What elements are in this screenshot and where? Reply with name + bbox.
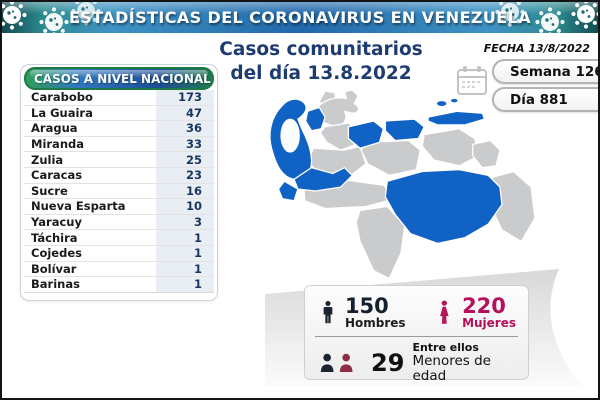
state-value: 1 <box>156 277 214 292</box>
table-row: Sucre 16 <box>24 183 214 200</box>
women-label: Mujeres <box>462 316 516 331</box>
state-name: Nueva Esparta <box>31 199 126 214</box>
state-value: 25 <box>156 152 214 167</box>
state-value: 1 <box>156 261 214 277</box>
minors-count: 29 <box>371 348 405 377</box>
header-banner: ESTADÍSTICAS DEL CORONAVIRUS EN VENEZUEL… <box>2 2 598 33</box>
page-title-line1: Casos comunitarios <box>219 39 423 60</box>
state-name: Miranda <box>31 137 84 152</box>
state-value: 23 <box>156 167 214 183</box>
state-bolivar <box>384 168 503 245</box>
men-label: Hombres <box>344 316 406 331</box>
date-label: FECHA 13/8/2022 <box>483 42 590 55</box>
state-name: La Guaira <box>31 105 93 120</box>
table-row: Táchira 1 <box>24 230 214 246</box>
state-name: Caracas <box>31 168 83 183</box>
state-value: 1 <box>156 230 214 245</box>
state-value: 173 <box>156 90 214 105</box>
page-title-line2: del día 13.8.2022 <box>230 63 412 85</box>
state-nueva-esparta <box>449 97 459 104</box>
table-row: Caracas 23 <box>24 167 214 184</box>
state-name: Barinas <box>31 277 80 292</box>
men-stat: 150 Hombres <box>345 295 406 330</box>
calendar-icon <box>457 66 487 95</box>
week-badge-label: Semana 126 <box>510 63 600 80</box>
table-row: Nueva Esparta 10 <box>24 199 214 215</box>
week-badge: Semana 126 <box>492 59 600 84</box>
cases-table-header: CASOS A NIVEL NACIONAL (370) <box>24 67 214 90</box>
state-name: Cojedes <box>31 246 82 261</box>
minors-label-top: Entre ellos <box>412 341 479 354</box>
venezuela-map <box>269 89 536 280</box>
state-carabobo-aragua-yaracuy <box>347 120 385 149</box>
lake-maracaibo <box>280 118 300 153</box>
state-sucre <box>427 110 486 126</box>
woman-icon <box>440 300 450 324</box>
table-row: La Guaira 47 <box>24 105 214 122</box>
state-value: 33 <box>156 136 214 152</box>
state-name: Táchira <box>31 230 78 245</box>
state-name: Sucre <box>31 183 68 198</box>
state-name: Zulia <box>31 152 64 167</box>
table-row: Cojedes 1 <box>24 245 214 262</box>
day-badge-label: Día 881 <box>510 91 568 108</box>
table-row: Yaracuy 3 <box>24 214 214 231</box>
state-trujillo <box>305 106 326 132</box>
state-name: Carabobo <box>31 90 93 105</box>
state-name: Aragua <box>31 121 78 136</box>
table-row: Aragua 36 <box>24 121 214 137</box>
state-value: 47 <box>156 105 214 121</box>
minors-label-bottom: Menores de edad <box>412 353 491 384</box>
cases-table-title: CASOS A NIVEL NACIONAL <box>34 71 211 86</box>
women-stat: 220 Mujeres <box>462 295 516 330</box>
divider <box>315 336 518 337</box>
table-row: Miranda 33 <box>24 136 214 153</box>
cases-table: CASOS A NIVEL NACIONAL (370) Carabobo 173… <box>20 64 218 301</box>
table-row: Carabobo 173 <box>24 90 214 106</box>
state-value: 36 <box>156 121 214 136</box>
state-anzoategui-monagas <box>421 128 480 167</box>
man-icon <box>323 301 333 324</box>
state-guarico <box>360 139 421 177</box>
state-delta-amacuro <box>472 139 501 169</box>
minors-stats-row: 29 Entre ellos Menores de edad <box>305 337 528 384</box>
men-count: 150 <box>344 294 389 319</box>
state-value: 3 <box>156 214 214 230</box>
table-row: Barinas 1 <box>24 277 214 293</box>
day-badge: Día 881 <box>492 87 598 112</box>
state-value: 1 <box>156 245 214 261</box>
state-caracas-miranda <box>384 118 425 142</box>
state-value: 16 <box>156 183 214 199</box>
state-tachira <box>277 180 299 202</box>
banner-title: ESTADÍSTICAS DEL CORONAVIRUS EN VENEZUEL… <box>68 8 532 27</box>
state-nueva-esparta <box>435 99 448 108</box>
women-count: 220 <box>462 294 506 319</box>
gender-stats-row: 150 Hombres 220 Mujeres <box>305 286 528 333</box>
state-amazonas <box>355 205 406 280</box>
state-name: Yaracuy <box>31 215 82 230</box>
cases-table-total: (370) <box>211 72 212 86</box>
table-row: Zulia 25 <box>24 152 214 168</box>
demographics-panel: 150 Hombres 220 Mujeres <box>304 285 529 383</box>
minors-label: Entre ellos Menores de edad <box>412 341 518 384</box>
state-name: Bolívar <box>31 261 77 276</box>
minors-icon <box>320 353 353 372</box>
state-merida-band <box>293 167 353 192</box>
page-title: Casos comunitarios del día 13.8.2022 <box>210 38 432 87</box>
table-row: Bolívar 1 <box>24 261 214 278</box>
state-value: 10 <box>156 199 214 214</box>
